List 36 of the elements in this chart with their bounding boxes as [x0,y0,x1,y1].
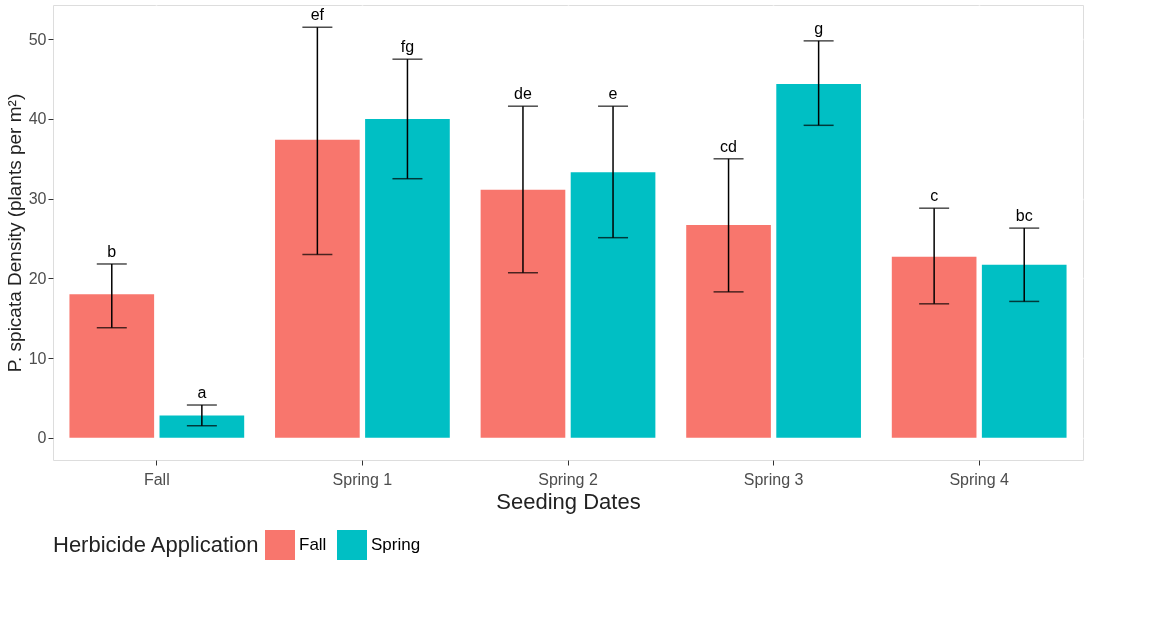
legend-label: Fall [299,535,327,554]
annotation: g [814,19,824,37]
bar [981,264,1067,438]
x-tick-label: Spring 3 [743,470,804,488]
annotation: ef [310,6,325,24]
legend-label: Spring [371,535,421,554]
y-tick-label: 10 [28,349,47,367]
annotation: de [514,85,532,103]
y-tick-label: 20 [28,269,47,287]
y-tick-label: 40 [28,110,47,128]
bar [891,256,977,438]
annotation: e [608,85,618,103]
annotation: fg [400,38,415,56]
x-tick-label: Spring 2 [538,470,598,488]
bar [275,139,360,438]
bar [365,118,450,438]
bar [69,294,155,438]
x-tick-label: Spring 1 [332,470,393,488]
annotation: cd [720,137,737,155]
y-tick-label: 50 [28,30,47,48]
annotation: a [197,384,207,402]
bar [480,189,566,438]
legend-title: Herbicide Application [53,532,259,557]
y-tick-label: 30 [28,190,47,208]
bar [776,83,861,438]
y-axis-title: P. spicata Density (plants per m²) [3,93,25,373]
bar [686,224,771,438]
annotation: c [930,187,939,205]
x-axis-title: Seeding Dates [496,488,641,514]
y-tick-label: 0 [37,429,47,447]
x-tick-label: Fall [143,470,170,488]
annotation: b [107,242,117,260]
bar [570,172,656,438]
bar [159,415,245,438]
annotation: bc [1015,207,1033,225]
x-tick-label: Spring 4 [949,470,1010,488]
